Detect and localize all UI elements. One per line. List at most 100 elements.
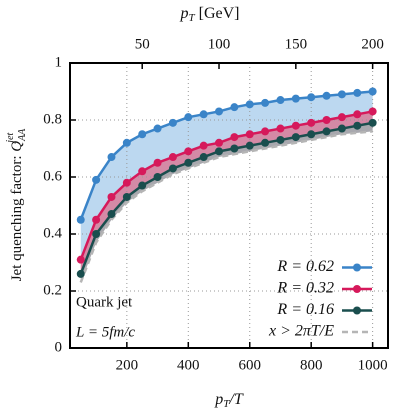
- marker: [168, 118, 177, 127]
- marker: [168, 153, 177, 162]
- marker: [138, 181, 147, 190]
- marker: [245, 100, 254, 109]
- marker: [199, 141, 208, 150]
- x-tick-label: 1000: [358, 357, 388, 373]
- legend-marker: [353, 285, 361, 293]
- label-rest: [GeV]: [195, 5, 240, 22]
- x2-tick-label: 100: [208, 36, 231, 52]
- subscript: AA: [17, 128, 28, 142]
- plot-frame: [69, 62, 389, 349]
- marker: [353, 88, 362, 97]
- marker: [245, 130, 254, 139]
- x-tick-label: 400: [177, 357, 200, 373]
- marker: [92, 175, 101, 184]
- marker: [307, 93, 316, 102]
- marker: [184, 113, 193, 122]
- y-axis-label: Jet quenching factor: QAAjet: [5, 128, 28, 281]
- marker: [230, 133, 239, 142]
- marker: [261, 138, 270, 147]
- marker: [215, 147, 224, 156]
- subscript: T: [189, 12, 196, 24]
- marker: [76, 269, 85, 278]
- marker: [230, 144, 239, 153]
- marker: [199, 153, 208, 162]
- x-tick-label: 200: [116, 357, 139, 373]
- symbol: p: [214, 391, 223, 408]
- marker: [368, 107, 377, 116]
- legend-marker: [353, 306, 361, 315]
- label-text: Jet quenching factor:: [9, 152, 25, 282]
- marker: [322, 91, 331, 100]
- marker: [291, 121, 300, 130]
- annotation: L = 5fm/c: [75, 324, 135, 340]
- marker: [261, 98, 270, 107]
- marker: [184, 158, 193, 167]
- top-axis-label: pT [GeV]: [180, 5, 240, 24]
- legend-label: R = 0.32: [276, 280, 334, 297]
- marker: [122, 138, 131, 147]
- marker: [107, 192, 116, 201]
- marker: [122, 178, 131, 187]
- x2-tick-label: 150: [285, 36, 308, 52]
- marker: [107, 153, 116, 162]
- y-tick-label: 0.4: [43, 225, 62, 241]
- marker: [245, 141, 254, 150]
- marker: [153, 158, 162, 167]
- marker: [276, 96, 285, 105]
- y-tick-label: 0.6: [43, 168, 62, 184]
- marker: [337, 124, 346, 133]
- marker: [92, 215, 101, 224]
- marker: [215, 107, 224, 116]
- y-tick-label: 0: [55, 339, 63, 355]
- marker: [168, 164, 177, 173]
- marker: [230, 103, 239, 112]
- marker: [92, 230, 101, 238]
- marker: [276, 124, 285, 133]
- marker: [276, 135, 285, 144]
- x-tick-label: 800: [300, 357, 323, 373]
- legend-marker: [353, 263, 361, 272]
- marker: [307, 118, 316, 127]
- legend-label: R = 0.16: [276, 301, 334, 318]
- x-axis-label: pT/T: [214, 391, 244, 410]
- label-rest: /T: [228, 391, 243, 408]
- marker: [153, 173, 162, 181]
- marker: [337, 113, 346, 122]
- marker: [215, 138, 224, 147]
- marker: [184, 147, 193, 156]
- marker: [122, 192, 131, 201]
- legend-label: R = 0.62: [276, 258, 334, 275]
- marker: [76, 215, 85, 224]
- marker: [353, 110, 362, 119]
- marker: [322, 116, 331, 124]
- y-tick-label: 1: [55, 54, 63, 70]
- marker: [291, 133, 300, 142]
- band: [80, 91, 373, 260]
- x2-tick-label: 200: [361, 36, 384, 52]
- marker: [107, 210, 116, 219]
- marker: [368, 87, 377, 96]
- marker: [322, 127, 331, 136]
- y-tick-label: 0.8: [43, 111, 62, 127]
- marker: [261, 127, 270, 136]
- marker: [353, 121, 362, 130]
- marker: [337, 90, 346, 99]
- symbol: Q: [9, 141, 25, 152]
- marker: [153, 124, 162, 133]
- legend-label: x > 2πT/E: [268, 323, 334, 340]
- marker: [199, 110, 208, 119]
- x-tick-label: 600: [238, 357, 261, 373]
- series-line: [79, 130, 373, 283]
- x2-tick-label: 50: [135, 36, 150, 52]
- marker: [138, 130, 147, 139]
- symbol: p: [180, 5, 189, 22]
- marker: [138, 167, 147, 176]
- marker: [291, 94, 300, 103]
- superscript: jet: [5, 132, 16, 144]
- y-tick-label: 0.2: [43, 282, 62, 298]
- marker: [307, 130, 316, 139]
- marker: [76, 255, 85, 264]
- marker: [368, 118, 377, 127]
- annotation: Quark jet: [76, 294, 133, 310]
